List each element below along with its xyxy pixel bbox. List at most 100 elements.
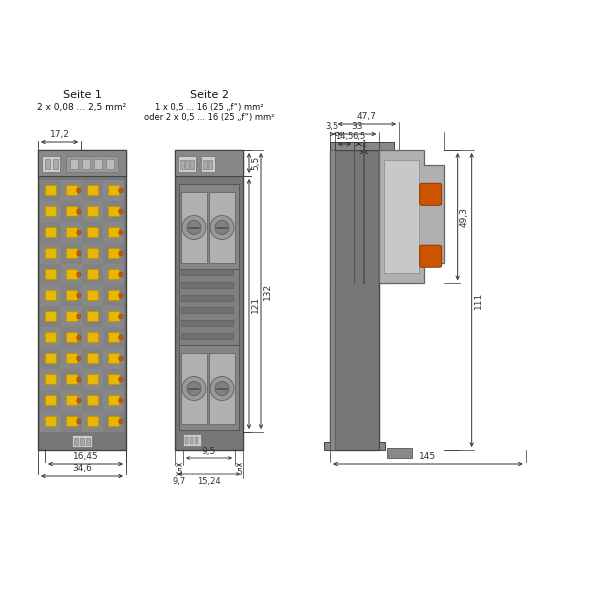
Bar (181, 269, 233, 275)
Bar (108, 395, 119, 406)
Bar (87, 290, 98, 301)
Text: 15,24: 15,24 (197, 477, 221, 486)
Bar (82, 180, 103, 200)
Bar (66, 290, 77, 301)
Circle shape (77, 335, 81, 340)
Bar (82, 202, 103, 221)
Bar (330, 150, 335, 450)
Circle shape (119, 293, 123, 298)
Bar (103, 202, 124, 221)
Bar (108, 206, 119, 217)
Text: Seite 2: Seite 2 (190, 90, 229, 100)
Circle shape (119, 335, 123, 340)
Text: 5: 5 (236, 468, 242, 477)
Bar (181, 353, 207, 424)
Bar (66, 227, 77, 238)
Text: 145: 145 (419, 452, 436, 461)
Bar (61, 390, 82, 410)
Bar (94, 159, 102, 169)
Bar (45, 290, 56, 301)
Bar (40, 264, 61, 284)
Bar (87, 395, 98, 406)
Bar (82, 328, 103, 347)
Bar (108, 227, 119, 238)
Bar (74, 438, 78, 445)
Bar (388, 448, 412, 458)
Bar (40, 222, 61, 242)
Bar (61, 244, 82, 263)
Bar (87, 353, 98, 364)
Circle shape (119, 377, 123, 382)
Bar (87, 206, 98, 217)
Text: 5: 5 (176, 468, 182, 477)
Bar (66, 156, 118, 172)
Bar (108, 248, 119, 259)
Bar (108, 185, 119, 196)
Bar (87, 185, 98, 196)
Circle shape (77, 377, 81, 382)
Bar (86, 438, 90, 445)
Text: 33: 33 (351, 122, 363, 131)
Bar (82, 306, 103, 326)
Bar (190, 160, 194, 169)
Bar (181, 320, 233, 326)
Circle shape (119, 272, 123, 277)
Circle shape (77, 356, 81, 361)
Bar (82, 369, 103, 390)
Polygon shape (379, 150, 443, 283)
Text: 16,45: 16,45 (73, 452, 98, 461)
Bar (61, 348, 82, 368)
Bar (178, 156, 196, 172)
Bar (45, 248, 56, 259)
Polygon shape (379, 442, 385, 450)
Bar (103, 244, 124, 263)
Bar (45, 159, 50, 169)
Bar (45, 311, 56, 322)
Bar (108, 290, 119, 301)
Bar (103, 348, 124, 368)
Bar (61, 222, 82, 242)
Bar (66, 395, 77, 406)
Circle shape (77, 230, 81, 235)
Bar (45, 185, 56, 196)
Bar (66, 311, 77, 322)
Bar (40, 286, 61, 305)
Bar (45, 374, 56, 385)
Bar (87, 269, 98, 280)
Bar (66, 374, 77, 385)
Bar (40, 244, 61, 263)
Bar (179, 269, 239, 345)
Bar (61, 306, 82, 326)
Bar (181, 282, 233, 288)
Bar (45, 227, 56, 238)
Bar (66, 248, 77, 259)
Bar (181, 295, 233, 301)
Text: 2 x 0,08 ... 2,5 mm²: 2 x 0,08 ... 2,5 mm² (37, 103, 127, 112)
Bar (103, 328, 124, 347)
Circle shape (77, 188, 81, 193)
Bar (181, 333, 233, 339)
Bar (45, 353, 56, 364)
Circle shape (187, 220, 201, 235)
Bar (66, 416, 77, 427)
Bar (45, 269, 56, 280)
Bar (330, 142, 394, 150)
Text: Seite 1: Seite 1 (62, 90, 101, 100)
Bar (183, 434, 201, 446)
Bar (82, 286, 103, 305)
Circle shape (215, 382, 229, 395)
Text: 3,5: 3,5 (326, 122, 339, 131)
Bar (185, 437, 188, 444)
Bar (330, 150, 379, 450)
Circle shape (119, 314, 123, 319)
Bar (175, 150, 243, 176)
Bar (82, 264, 103, 284)
Circle shape (119, 209, 123, 214)
Text: 121: 121 (251, 295, 260, 313)
Text: 17,2: 17,2 (50, 130, 70, 139)
Bar (40, 390, 61, 410)
Bar (87, 332, 98, 343)
Circle shape (77, 209, 81, 214)
Bar (72, 435, 92, 447)
Circle shape (187, 382, 201, 395)
